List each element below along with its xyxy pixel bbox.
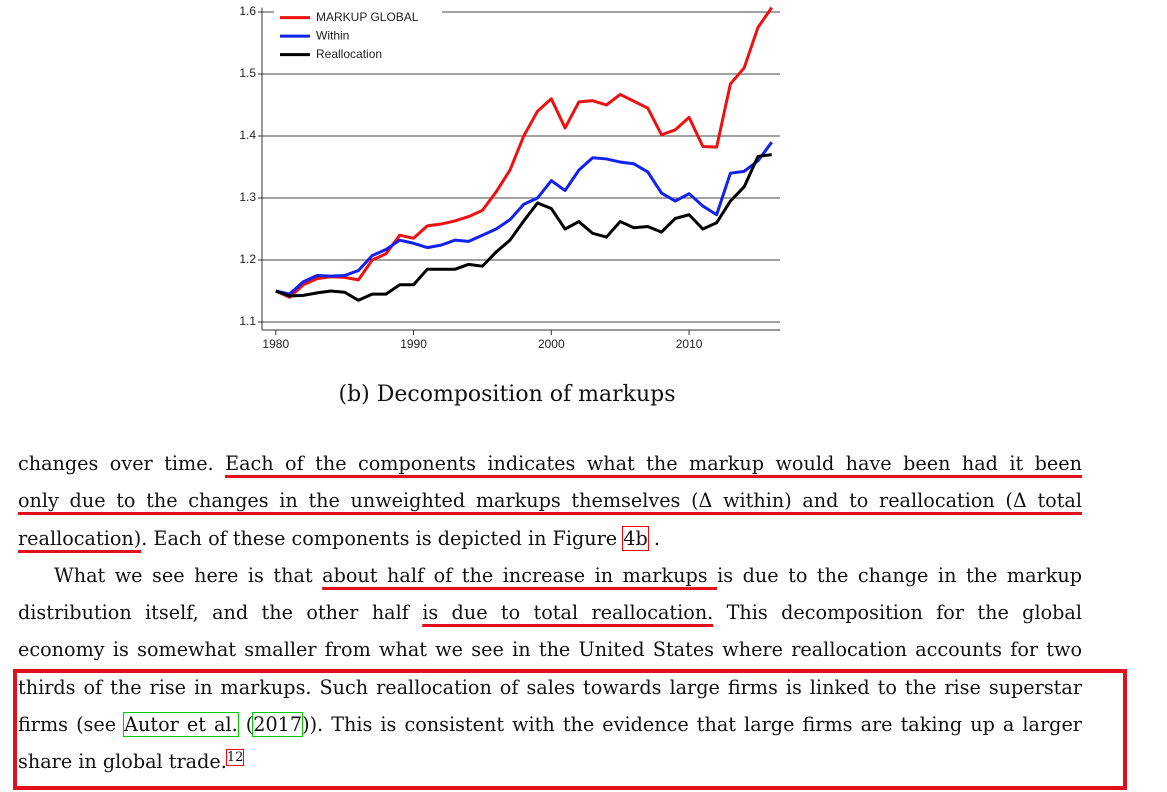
legend-box bbox=[274, 9, 442, 68]
text: economy is somewhat smaller from what we… bbox=[18, 638, 1082, 662]
text: share in global trade. bbox=[18, 750, 227, 774]
text-line: What we see here is that about half of t… bbox=[18, 557, 1082, 594]
underlined-text: Each of the components indicates what th… bbox=[225, 452, 1082, 475]
text-line: distribution itself, and the other half … bbox=[18, 594, 1082, 631]
y-tick-label: 1.2 bbox=[239, 252, 256, 266]
text-line: thirds of the rise in markups. Such real… bbox=[18, 669, 1082, 706]
text: ( bbox=[237, 713, 254, 737]
text-line: reallocation). Each of these components … bbox=[18, 520, 1082, 557]
text: . Each of these components is depicted i… bbox=[141, 526, 624, 550]
series-line bbox=[275, 6, 773, 299]
citation-link[interactable]: 2017 bbox=[252, 712, 304, 738]
text-line: economy is somewhat smaller from what we… bbox=[18, 631, 1082, 668]
text: )). This is consistent with the evidence… bbox=[302, 713, 1082, 737]
figure-link[interactable]: 4b bbox=[622, 525, 649, 551]
x-tick-label: 2010 bbox=[676, 337, 703, 351]
underlined-text: only due to the changes in the unweighte… bbox=[18, 489, 1082, 513]
series-line bbox=[275, 141, 773, 296]
figure-caption: (b) Decomposition of markups bbox=[338, 382, 676, 407]
y-tick-label: 1.1 bbox=[239, 314, 256, 328]
text: is due to the change in the markup bbox=[717, 563, 1082, 587]
text: changes over time. bbox=[18, 452, 226, 475]
y-tick-label: 1.4 bbox=[239, 128, 256, 142]
text-line: changes over time. Each of the component… bbox=[18, 445, 1082, 482]
x-tick-label: 1990 bbox=[400, 337, 427, 351]
text-line: share in global trade.12 bbox=[18, 743, 1082, 780]
citation-link[interactable]: Autor et al. bbox=[123, 712, 239, 738]
legend-label: MARKUP GLOBAL bbox=[316, 10, 419, 24]
footnote-link[interactable]: 12 bbox=[225, 748, 245, 766]
text: . bbox=[647, 526, 660, 550]
text-line: only due to the changes in the unweighte… bbox=[18, 482, 1082, 519]
underlined-text: is due to total reallocation. bbox=[422, 601, 714, 625]
y-tick-label: 1.3 bbox=[239, 190, 256, 204]
text: firms (see bbox=[18, 713, 125, 737]
highlight-box bbox=[13, 669, 1127, 790]
text-line: firms (see Autor et al. (2017)). This is… bbox=[18, 706, 1082, 743]
underlined-text: about half of the increase in markups bbox=[322, 563, 718, 587]
legend-label: Reallocation bbox=[316, 47, 382, 61]
text: distribution itself, and the other half bbox=[18, 601, 423, 625]
body-text: changes over time. Each of the component… bbox=[18, 445, 1082, 781]
y-tick-label: 1.6 bbox=[239, 4, 256, 18]
x-tick-label: 2000 bbox=[538, 337, 565, 351]
text: What we see here is that bbox=[54, 563, 323, 587]
text: thirds of the rise in markups. Such real… bbox=[18, 675, 1082, 699]
underlined-text: reallocation) bbox=[18, 526, 142, 550]
legend-label: Within bbox=[316, 28, 349, 42]
x-tick-label: 1980 bbox=[262, 337, 289, 351]
series-line bbox=[275, 153, 772, 302]
text: This decomposition for the global bbox=[713, 601, 1082, 625]
chart: 1.1 1.2 1.3 1.4 1.5 1.6 1980 1990 2000 2010 MARKUP… bbox=[239, 4, 780, 351]
y-tick-label: 1.5 bbox=[239, 66, 256, 80]
